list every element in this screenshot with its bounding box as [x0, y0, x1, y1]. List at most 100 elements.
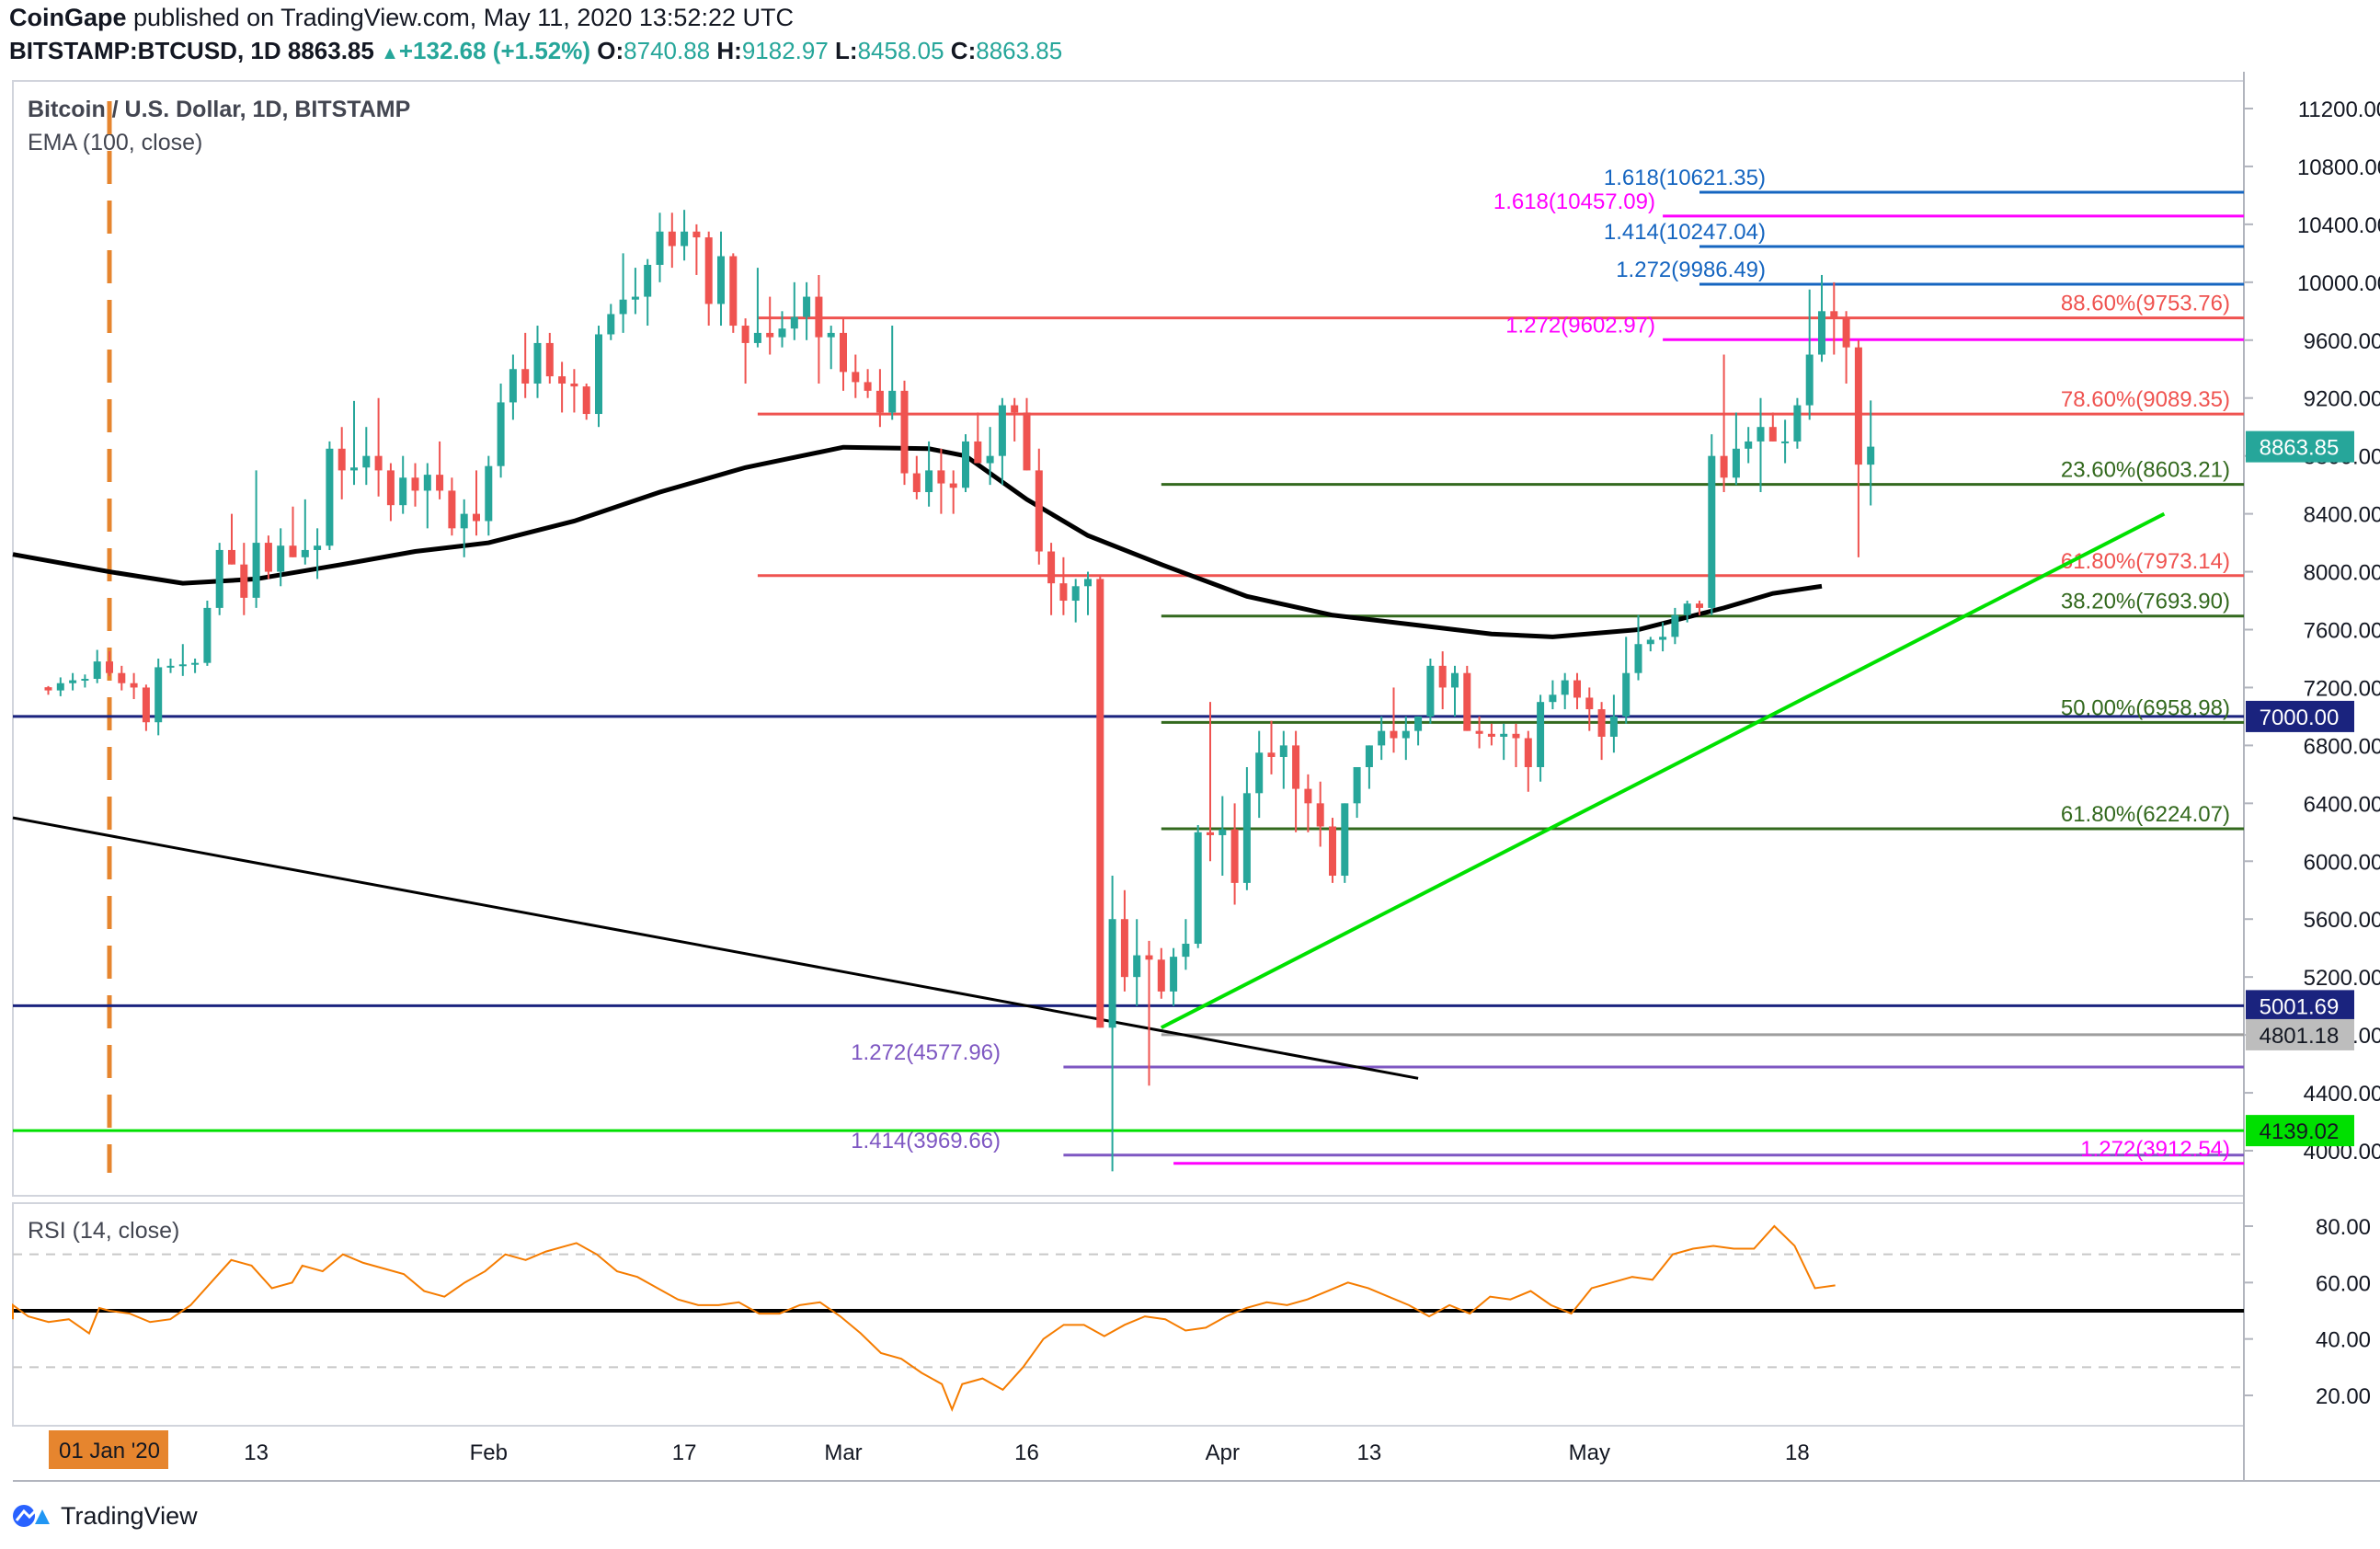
candle-body — [607, 314, 615, 335]
candle-body — [1585, 697, 1594, 710]
open-label: O: — [597, 37, 624, 64]
rsi-tick-label: 60.00 — [2316, 1271, 2371, 1296]
fib-level-label: 1.272(9602.97) — [1505, 313, 1655, 338]
footer-brand-name[interactable]: TradingView — [61, 1501, 198, 1530]
candle-body — [178, 664, 187, 667]
y-tick-label: 5200.00 — [2304, 966, 2380, 991]
low-label: L: — [835, 37, 858, 64]
candle-body — [301, 549, 309, 557]
candle-body — [1597, 709, 1606, 737]
candle-body — [766, 332, 774, 338]
candle-body — [692, 231, 701, 238]
candle-body — [191, 662, 200, 665]
tradingview-logo-icon[interactable] — [11, 1500, 53, 1532]
fib-level-label: 1.414(10247.04) — [1604, 220, 1766, 245]
candle-body — [900, 390, 909, 474]
candle-body — [1071, 586, 1080, 602]
candle-body — [1634, 644, 1642, 673]
candle-body — [1708, 455, 1716, 608]
candle-body — [974, 441, 982, 464]
x-tick-label: 18 — [1785, 1440, 1810, 1465]
y-tick-label: 7600.00 — [2304, 619, 2380, 644]
open-value: 8740.88 — [624, 37, 711, 64]
candle-body — [1023, 412, 1031, 471]
candle-body — [741, 326, 749, 343]
chart-header: CoinGape published on TradingView.com, M… — [9, 0, 1062, 70]
candle-body — [56, 683, 64, 691]
candle-body — [1475, 730, 1483, 734]
fib-level-label: 1.272(9986.49) — [1616, 258, 1766, 282]
candle-body — [1133, 955, 1141, 978]
candle-body — [1084, 579, 1092, 587]
candle-body — [1683, 603, 1691, 615]
rsi-tick-label: 40.00 — [2316, 1328, 2371, 1353]
candle-body — [93, 661, 101, 680]
y-tick-label: 10800.00 — [2297, 155, 2380, 180]
candle-body — [1304, 788, 1312, 804]
candle-body — [1451, 672, 1459, 688]
candle-body — [1842, 318, 1850, 348]
candle-body — [1329, 826, 1336, 877]
candle-body — [1353, 766, 1361, 804]
last-price: 8863.85 — [287, 37, 374, 64]
price-tag-box — [2246, 1115, 2354, 1147]
candle-body — [240, 564, 248, 598]
candle-body — [1219, 829, 1227, 835]
candle-body — [681, 231, 689, 247]
current-price-tag — [2246, 430, 2354, 463]
candle-body — [473, 513, 480, 522]
candle-body — [827, 332, 835, 338]
y-tick-label: 9200.00 — [2304, 387, 2380, 412]
candle-body — [154, 667, 163, 723]
candle-body — [1035, 470, 1043, 552]
candle-body — [1609, 716, 1618, 737]
publish-line: CoinGape published on TradingView.com, M… — [9, 0, 1062, 35]
candle-body — [362, 455, 371, 468]
candle-body — [314, 545, 322, 550]
candle-body — [1867, 446, 1875, 465]
candle-body — [203, 607, 212, 663]
candle-body — [595, 334, 602, 415]
price-tag-box — [2246, 1018, 2354, 1050]
candle-body — [704, 237, 713, 304]
candle-body — [570, 383, 578, 387]
candle-body — [1622, 672, 1631, 717]
candle-body — [1230, 829, 1239, 883]
symbol-label[interactable]: BITSTAMP:BTCUSD, 1D — [9, 37, 281, 64]
x-tick-label: 01 Jan '20 — [59, 1439, 160, 1463]
candle-body — [1793, 405, 1802, 442]
x-tick-label: Mar — [824, 1440, 862, 1465]
candle-body — [875, 390, 884, 413]
candle-body — [1316, 803, 1324, 827]
candle-body — [998, 405, 1006, 456]
x-tick-label: 17 — [672, 1440, 697, 1465]
trendline — [1160, 511, 2166, 1030]
price-tag-label: 7000.00 — [2260, 706, 2340, 730]
change-value: +132.68 (+1.52%) — [398, 37, 591, 64]
candle-body — [1096, 579, 1104, 1028]
candle-body — [558, 376, 566, 384]
candle-body — [912, 473, 921, 493]
fib-level-label: 1.414(3969.66) — [851, 1129, 1001, 1153]
fib-level-label: 50.00%(6958.98) — [2061, 695, 2230, 720]
publisher-name[interactable]: CoinGape — [9, 4, 127, 31]
candle-body — [1059, 583, 1068, 602]
candle-body — [644, 264, 652, 297]
candle-body — [1170, 957, 1178, 992]
candle-body — [228, 549, 235, 565]
y-tick-label: 6400.00 — [2304, 792, 2380, 817]
candle-body — [1805, 354, 1814, 406]
fib-level-label: 1.272(3912.54) — [2080, 1137, 2230, 1162]
candle-body — [521, 369, 530, 384]
price-tag-box — [2246, 990, 2354, 1022]
candle-body — [436, 475, 444, 491]
y-tick-label: 6800.00 — [2304, 734, 2380, 759]
candle-body — [264, 543, 272, 572]
current-price-label: 8863.85 — [2260, 436, 2340, 461]
candle-body — [386, 470, 395, 506]
change-arrow-icon: ▲ — [381, 43, 399, 63]
candle-body — [1279, 745, 1287, 757]
candle-body — [1659, 637, 1667, 640]
candle-body — [1745, 441, 1753, 449]
